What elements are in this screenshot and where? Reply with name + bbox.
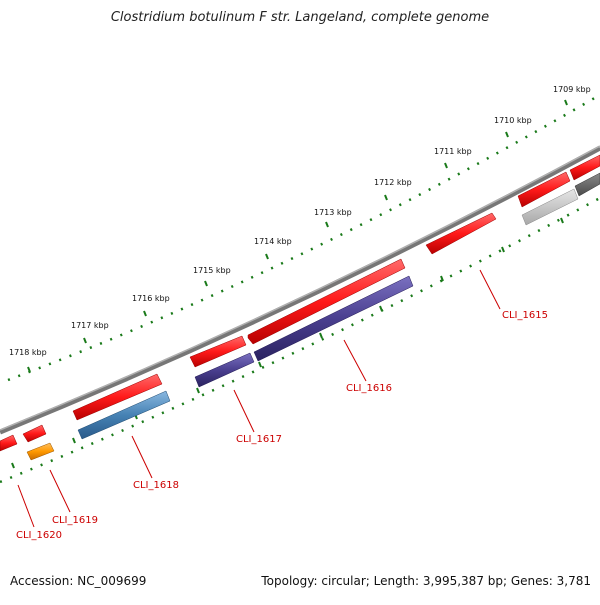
gene-label-cli-1615[interactable]: CLI_1615 [502, 310, 548, 321]
reverse-strand-genes [26, 172, 600, 461]
gene-bar-cli-1618[interactable] [77, 390, 171, 440]
gene-arrow-cli-1618[interactable] [72, 373, 163, 421]
tick-label-1717: 1717 kbp [71, 321, 109, 330]
gene-arrow-cli-1619-fwd[interactable] [22, 424, 47, 443]
gene-arrow-upstream-1[interactable] [517, 171, 571, 208]
gene-arrow-upstream-2[interactable] [569, 154, 600, 181]
gene-bar-cli-1617[interactable] [194, 352, 255, 388]
tick-label-1712: 1712 kbp [374, 178, 412, 187]
gene-bar-cli-1619[interactable] [26, 442, 55, 461]
tick-label-1710: 1710 kbp [494, 116, 532, 125]
tick-label-1709: 1709 kbp [553, 85, 591, 94]
tick-label-1714: 1714 kbp [254, 237, 292, 246]
inner-major-ticks [11, 217, 564, 469]
accession-text: Accession: NC_009699 [10, 574, 147, 588]
forward-strand-genes [0, 154, 600, 452]
tick-label-1713: 1713 kbp [314, 208, 352, 217]
tick-label-1718: 1718 kbp [9, 348, 47, 357]
gene-label-cli-1618[interactable]: CLI_1618 [133, 480, 179, 491]
gene-arrow-cli-1617[interactable] [189, 335, 247, 368]
gene-arrow-cli-1616[interactable] [247, 258, 406, 345]
gene-label-cli-1616[interactable]: CLI_1616 [346, 383, 392, 394]
outer-major-ticks [27, 99, 568, 373]
gene-bar-cli-1616[interactable] [253, 275, 414, 362]
genome-summary-text: Topology: circular; Length: 3,995,387 bp… [261, 574, 591, 588]
tick-label-1715: 1715 kbp [193, 266, 231, 275]
gene-labels: CLI_1615 CLI_1616 CLI_1617 CLI_1618 CLI_… [16, 310, 548, 541]
gene-arrow-cli-1620[interactable] [0, 434, 18, 452]
map-title: Clostridium botulinum F str. Langeland, … [110, 10, 490, 25]
gene-label-cli-1617[interactable]: CLI_1617 [236, 434, 282, 445]
label-leaders [17, 269, 501, 528]
gene-label-cli-1619[interactable]: CLI_1619 [52, 515, 98, 526]
scale-labels: 1709 kbp 1710 kbp 1711 kbp 1712 kbp 1713… [9, 85, 591, 357]
gene-arrow-cli-1615[interactable] [425, 212, 497, 255]
gene-bar-gray-dark[interactable] [574, 172, 600, 197]
tick-label-1716: 1716 kbp [132, 294, 170, 303]
genome-backbone [0, 145, 600, 435]
gene-label-cli-1620[interactable]: CLI_1620 [16, 530, 62, 541]
outer-tick-ring [7, 94, 599, 382]
gene-bar-gray-light[interactable] [521, 188, 579, 226]
tick-label-1711: 1711 kbp [434, 147, 472, 156]
genome-backbone-highlight [0, 145, 600, 431]
